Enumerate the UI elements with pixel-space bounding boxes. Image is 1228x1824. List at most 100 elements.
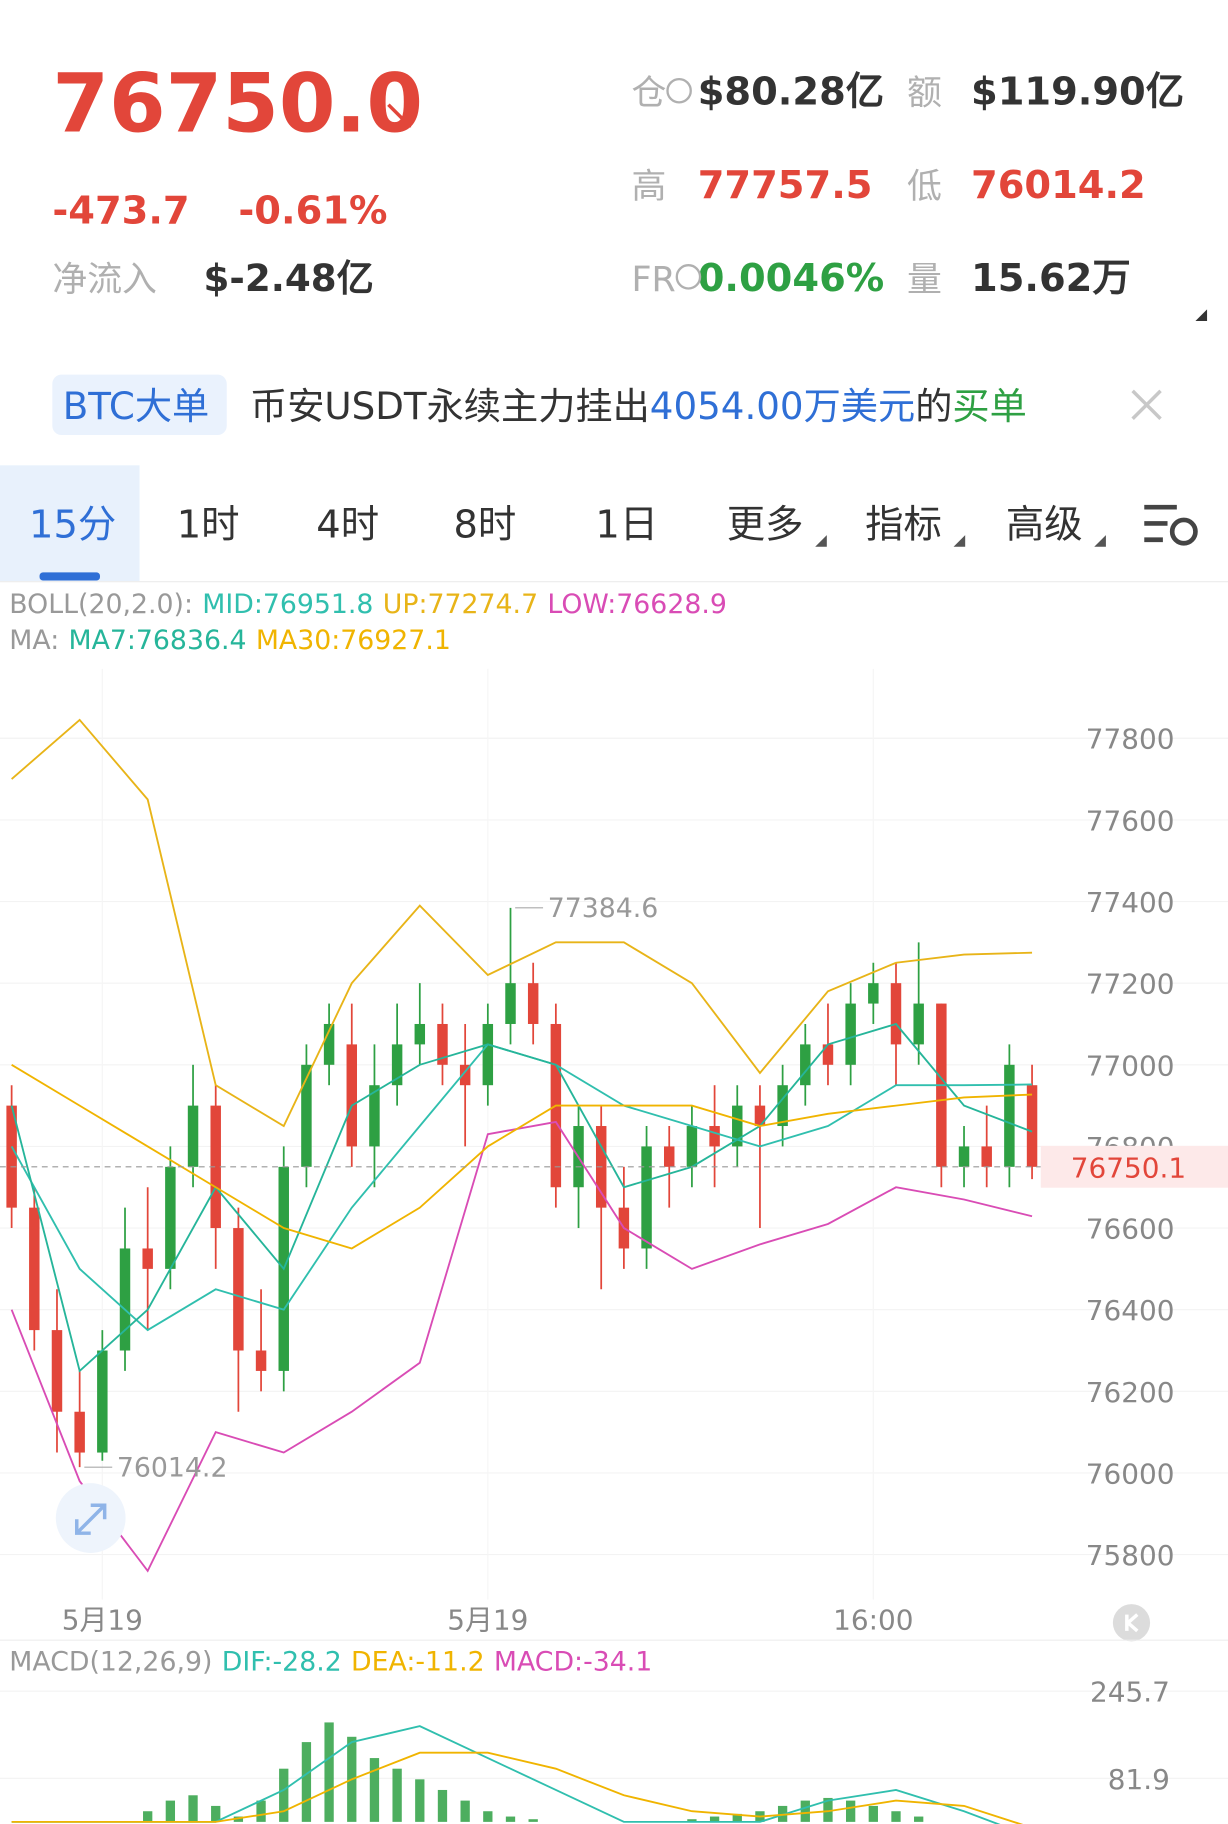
candle-body [1026,1085,1038,1167]
macd-bar [914,1816,924,1822]
legend-title: BOLL(20,2.0): [9,589,193,620]
y-tick-label: 76200 [1086,1376,1175,1409]
y-tick-label: 81.9 [1108,1763,1170,1796]
macd-bar [279,1768,289,1822]
candle-body [51,1330,63,1412]
legend-entry: UP:77274.7 [383,589,538,620]
last-price-label: 76750.1 [1071,1151,1186,1184]
indicator-line [11,1063,1033,1250]
candle-body [29,1207,40,1331]
candle-body [97,1350,108,1453]
indicator-legend: MA: MA7:76836.4 MA30:76927.1 [9,625,451,656]
candle-body [255,1350,267,1371]
legend-entry: DEA:-11.2 [351,1646,485,1677]
tab[interactable]: 更多 [727,502,804,547]
net-inflow: $-2.48亿 [204,256,374,300]
candle-body [845,1003,856,1065]
candle-body [233,1228,244,1351]
stat-value: 15.62万 [971,256,1131,301]
macd-bar [301,1742,312,1822]
y-tick-label: 75800 [1086,1539,1175,1572]
candle-body [165,1166,176,1269]
macd-bar [460,1800,470,1822]
candle-body [868,983,879,1004]
scroll-latest-button[interactable] [1112,1604,1151,1642]
scroll-icon [1125,1613,1139,1633]
macd-bar [732,1813,742,1822]
tabs: 15分 1时 4时 8时 1日 更多 指标 高级 [29,502,1106,547]
tab[interactable]: 1时 [177,502,240,547]
info-icon[interactable] [675,264,702,290]
stat-label: 量 [907,260,942,300]
candle-body [913,1003,924,1045]
macd-legend: MACD(12,26,9) DIF:-28.2 DEA:-11.2 MACD:-34.… [9,1646,652,1677]
banner-part: 的 [915,384,952,428]
indicator-line [11,1751,1024,1824]
macd-bar [415,1779,425,1822]
candle-body [709,1126,720,1147]
candle-body [301,1064,312,1167]
legend-title: MA: [9,625,59,656]
legend-title: MACD(12,26,9) [9,1646,212,1677]
indicator-line [11,718,1033,1128]
close-button[interactable] [1131,389,1162,421]
candle-body [1004,1064,1015,1167]
dropdown-triangle [1094,535,1106,547]
macd-bar [324,1722,334,1822]
macd-bar [392,1768,402,1822]
indicator-line [10,1120,1033,1573]
candle-body [74,1411,85,1453]
indicator-line [11,1725,1001,1824]
tab[interactable]: 8时 [454,502,517,547]
y-tick-label: 245.7 [1090,1676,1170,1709]
candle-body [414,1023,426,1045]
candle-body [664,1146,675,1167]
stat-value: 77757.5 [698,163,873,208]
stat-label: 额 [907,74,942,114]
tab[interactable]: 指标 [865,502,942,547]
candle-body [527,983,539,1024]
banner-tag-bg [52,374,227,436]
tab[interactable]: 15分 [29,502,116,547]
legend-entry: MA30:76927.1 [256,625,451,656]
y-tick-label: 77600 [1086,804,1175,837]
macd-bar [256,1800,266,1822]
tab[interactable]: 高级 [1006,502,1083,547]
settings-icon[interactable] [1144,504,1198,546]
candle-body [187,1105,199,1167]
macd-plot [11,1722,1024,1824]
macd-bar [483,1811,493,1822]
y-tick-label: 77400 [1086,886,1175,919]
low-marker-label: 76014.2 [117,1452,228,1483]
main-chart: BOLL(20,2.0): MID:76951.8 UP:77274.7 LOW:76… [0,589,1228,1637]
y-tick-label: 77800 [1086,723,1175,756]
tab-selected-bg [0,465,140,582]
banner-amount: 4054.00万美元 [650,384,915,428]
legend-entry: DIF:-28.2 [222,1646,342,1677]
x-tick-label: 5月19 [62,1604,143,1637]
dropdown-triangle [815,535,827,547]
candle-body [437,1023,448,1065]
indicator-line [10,1043,1033,1332]
candle-body [210,1105,221,1229]
expand-triangle[interactable] [1195,309,1208,322]
candle-body [754,1105,766,1127]
banner-part: 币安USDT永续主力挂出 [250,384,650,428]
macd-bar [505,1816,516,1822]
tab[interactable]: 1日 [595,502,658,547]
candle-body [777,1085,788,1127]
info-icon[interactable] [666,77,692,104]
candle-body [369,1085,380,1147]
candle-body [641,1146,652,1249]
down-arrow [387,103,412,128]
stat-value: 76014.2 [971,163,1146,208]
stat-value: $80.28亿 [698,70,884,115]
y-tick-label: 76000 [1086,1457,1175,1490]
tab[interactable]: 4时 [316,502,379,547]
y-tick-label: 77000 [1086,1049,1175,1082]
change-pct: -0.61% [238,188,387,233]
macd-bar [891,1811,901,1822]
stat-label: 高 [631,167,666,207]
